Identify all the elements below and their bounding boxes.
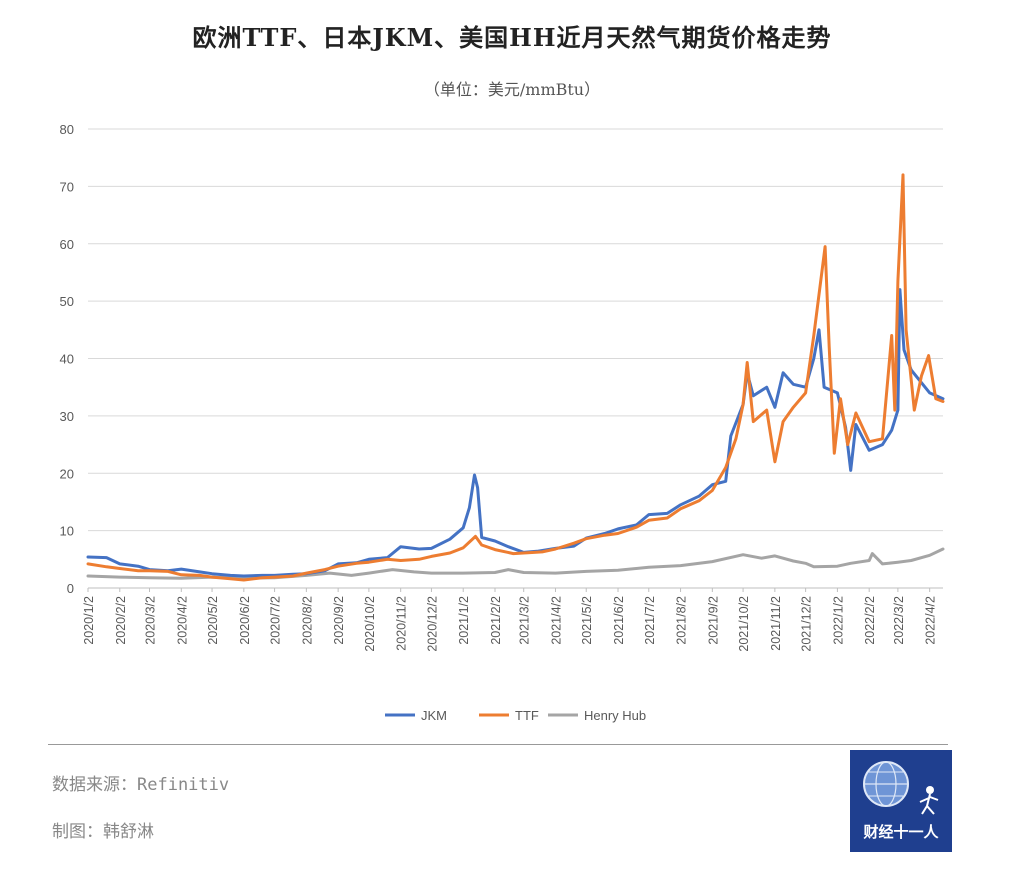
x-tick-label: 2021/7/2 — [643, 596, 657, 645]
y-tick-label: 50 — [60, 294, 74, 309]
chart-title: 欧洲TTF、日本JKM、美国HH近月天然气期货价格走势 — [192, 23, 832, 52]
x-tick-label: 2022/1/2 — [831, 596, 845, 645]
x-tick-label: 2020/10/2 — [363, 596, 377, 652]
x-tick-label: 2020/8/2 — [300, 596, 314, 645]
x-tick-label: 2020/2/2 — [114, 596, 128, 645]
x-tick-label: 2022/4/2 — [924, 596, 938, 645]
footer-divider — [48, 744, 948, 745]
chart-author-note: 制图：韩舒淋 — [52, 822, 154, 842]
data-source-note: 数据来源：Refinitiv — [52, 775, 230, 795]
x-tick-label: 2020/11/2 — [395, 596, 409, 651]
x-tick-label: 2021/3/2 — [518, 596, 532, 645]
x-tick-label: 2020/12/2 — [425, 596, 439, 652]
x-tick-label: 2020/3/2 — [144, 596, 158, 645]
x-tick-label: 2020/7/2 — [269, 596, 283, 645]
x-tick-label: 2021/5/2 — [580, 596, 594, 645]
legend-label: TTF — [515, 708, 539, 723]
y-tick-label: 10 — [60, 524, 74, 539]
x-tick-label: 2021/12/2 — [800, 596, 814, 652]
y-tick-label: 20 — [60, 466, 74, 481]
x-tick-label: 2021/1/2 — [457, 596, 471, 645]
x-tick-label: 2021/4/2 — [549, 596, 563, 645]
x-tick-label: 2022/2/2 — [863, 596, 877, 645]
legend-label: Henry Hub — [584, 708, 646, 723]
y-tick-label: 80 — [60, 122, 74, 137]
x-tick-label: 2020/5/2 — [206, 596, 220, 645]
x-tick-label: 2021/9/2 — [706, 596, 720, 645]
y-tick-label: 60 — [60, 237, 74, 252]
x-tick-label: 2021/2/2 — [489, 596, 503, 645]
x-tick-label: 2020/9/2 — [332, 596, 346, 645]
brand-logo-text: 财经十一人 — [863, 823, 939, 841]
x-tick-label: 2020/4/2 — [175, 596, 189, 645]
series-line-ttf — [86, 173, 945, 582]
y-tick-label: 40 — [60, 352, 74, 367]
brand-logo: 财经十一人 — [850, 750, 952, 852]
x-tick-label: 2020/6/2 — [238, 596, 252, 645]
chart-subtitle: （单位：美元/mmBtu） — [423, 80, 601, 99]
y-tick-label: 70 — [60, 179, 74, 194]
x-tick-label: 2021/6/2 — [612, 596, 626, 645]
x-tick-label: 2020/1/2 — [82, 596, 96, 645]
legend-label: JKM — [421, 708, 447, 723]
price-line-chart: 0 10 20 30 40 50 60 70 80 2020/1/2 2020/2/2 2020/3/… — [60, 122, 945, 723]
x-tick-label: 2022/3/2 — [892, 596, 906, 645]
x-tick-label: 2021/11/2 — [769, 596, 783, 651]
globe-icon — [863, 761, 939, 815]
x-tick-label: 2021/8/2 — [675, 596, 689, 645]
x-tick-label: 2021/10/2 — [737, 596, 751, 652]
y-tick-label: 30 — [60, 409, 74, 424]
y-tick-label: 0 — [67, 581, 74, 596]
